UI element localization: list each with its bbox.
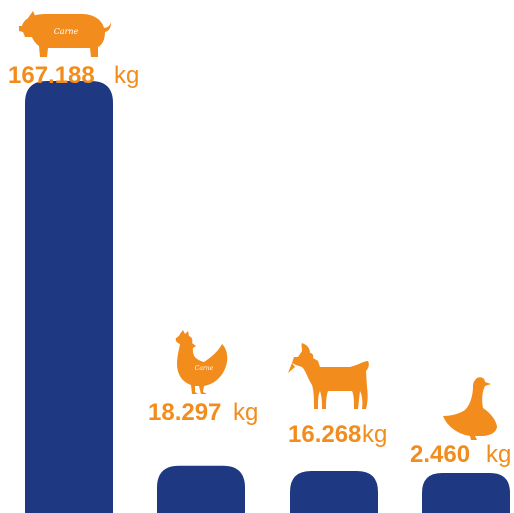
- icons-group: Carne Carne: [19, 11, 497, 440]
- bar-duck: [422, 473, 510, 513]
- unit-label-duck: kg: [486, 441, 511, 468]
- unit-label-goat: kg: [362, 421, 387, 448]
- chicken-icon-text: Carne: [195, 365, 214, 372]
- pig-icon-text: Carne: [54, 27, 79, 36]
- bar-goat: [290, 470, 378, 513]
- bar-pig: [25, 81, 113, 513]
- bars-group: [25, 81, 510, 513]
- value-label-pig: 167.188: [8, 62, 95, 89]
- goat-icon: [288, 343, 369, 409]
- pig-icon: Carne: [19, 11, 111, 57]
- duck-icon: [443, 377, 497, 440]
- unit-label-pig: kg: [114, 62, 139, 89]
- value-label-duck: 2.460: [410, 441, 470, 468]
- value-label-chicken: 18.297: [148, 399, 221, 426]
- chicken-icon: Carne: [175, 330, 228, 394]
- bar-chicken: [157, 465, 245, 513]
- unit-label-chicken: kg: [233, 399, 258, 426]
- value-label-goat: 16.268: [288, 421, 361, 448]
